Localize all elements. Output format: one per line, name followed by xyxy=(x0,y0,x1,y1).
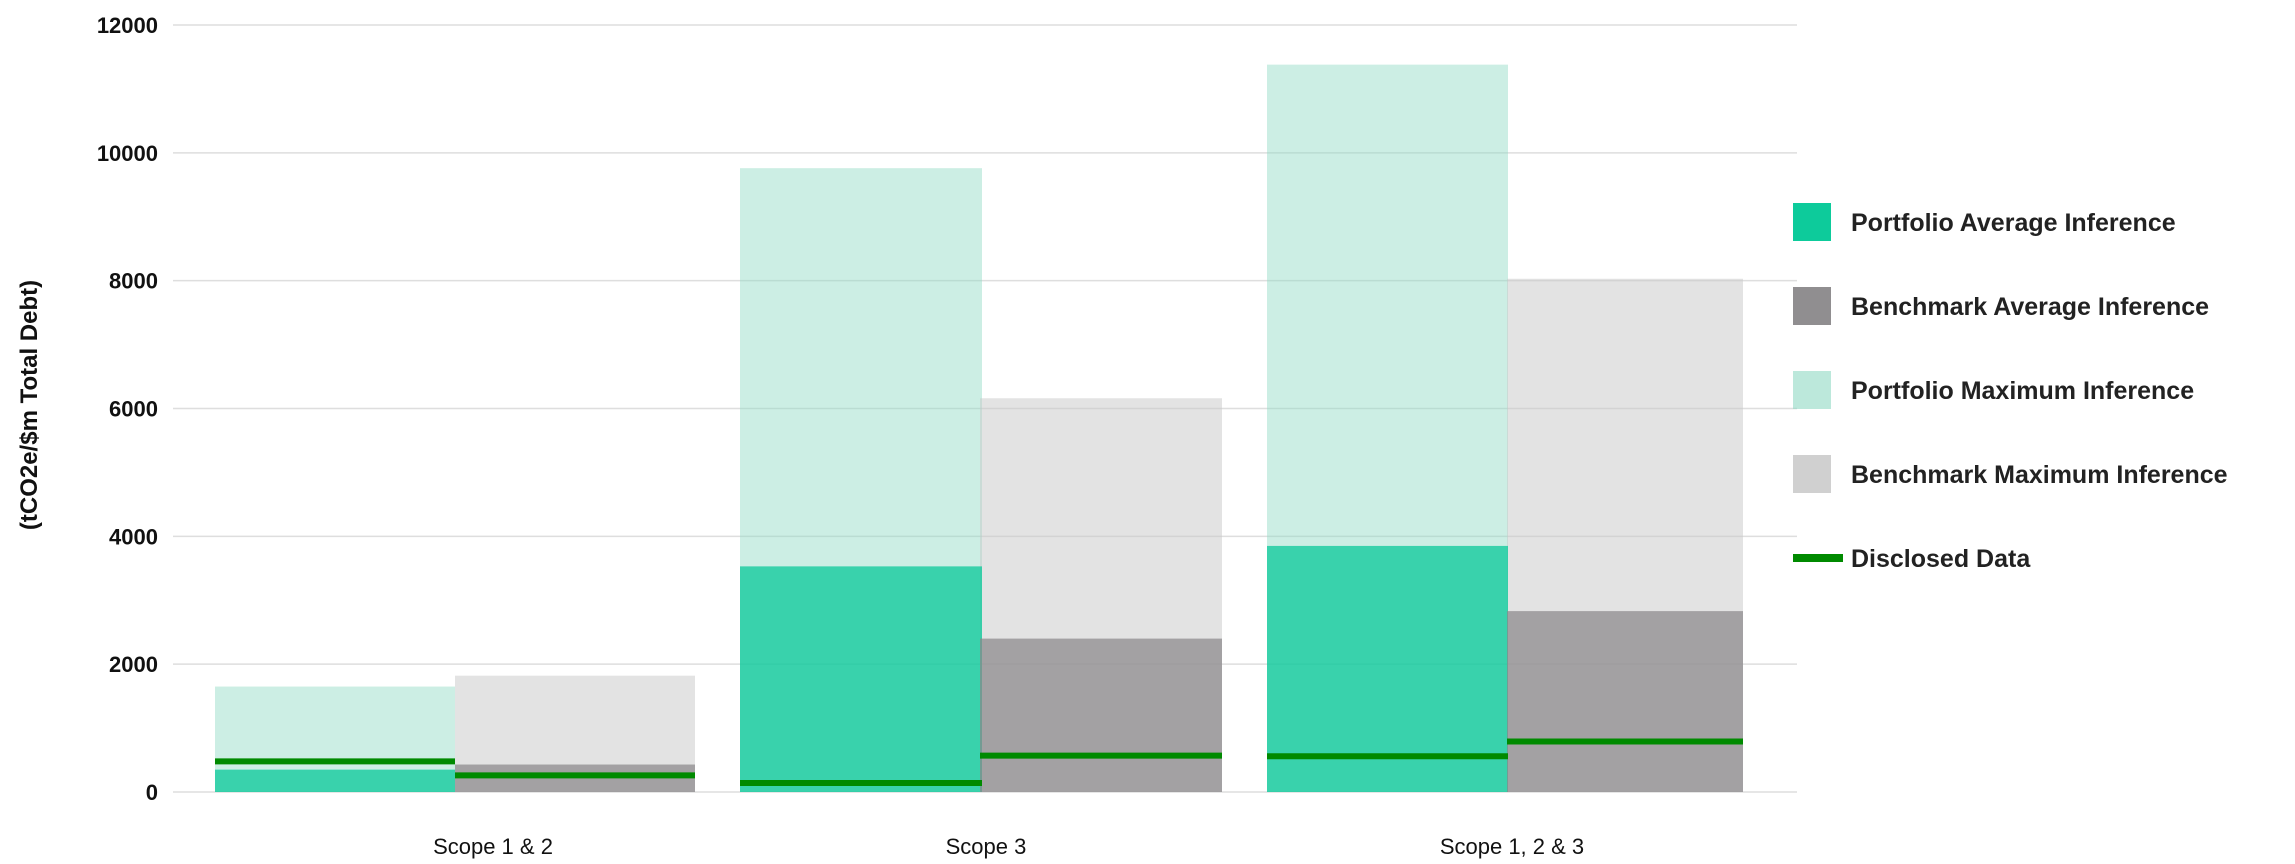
y-tick-label: 6000 xyxy=(109,397,158,422)
legend-swatch xyxy=(1793,287,1831,325)
legend-label: Portfolio Maximum Inference xyxy=(1851,377,2194,405)
bar-portfolio-avg-1 xyxy=(740,566,982,792)
bar-portfolio-avg-0 xyxy=(215,769,455,792)
y-tick-label: 12000 xyxy=(97,13,158,38)
x-tick-label: Scope 3 xyxy=(946,834,1027,859)
legend-swatch-line xyxy=(1793,554,1843,562)
y-axis-title: (tCO2e/$m Total Debt) xyxy=(16,280,43,530)
bar-benchmark-avg-1 xyxy=(980,638,1222,792)
legend-swatch xyxy=(1793,455,1831,493)
bar-benchmark-avg-2 xyxy=(1507,611,1743,792)
y-tick-label: 8000 xyxy=(109,269,158,294)
legend: Portfolio Average Inference Benchmark Ave… xyxy=(1793,203,2228,573)
bars xyxy=(215,64,1743,793)
legend-swatch xyxy=(1793,203,1831,241)
legend-swatch xyxy=(1793,371,1831,409)
y-tick-label: 2000 xyxy=(109,652,158,677)
legend-label: Benchmark Average Inference xyxy=(1851,293,2209,321)
x-tick-label: Scope 1 & 2 xyxy=(433,834,553,859)
y-axis-ticks: 0 2000 4000 6000 8000 10000 12000 xyxy=(97,13,158,805)
legend-label: Benchmark Maximum Inference xyxy=(1851,461,2228,489)
y-tick-label: 0 xyxy=(146,780,158,805)
y-tick-label: 10000 xyxy=(97,141,158,166)
y-tick-label: 4000 xyxy=(109,524,158,549)
bar-portfolio-avg-2 xyxy=(1267,545,1508,792)
x-tick-label: Scope 1, 2 & 3 xyxy=(1440,834,1584,859)
legend-label: Disclosed Data xyxy=(1851,545,2031,573)
x-axis-ticks: Scope 1 & 2 Scope 3 Scope 1, 2 & 3 xyxy=(433,834,1584,859)
legend-label: Portfolio Average Inference xyxy=(1851,209,2176,237)
